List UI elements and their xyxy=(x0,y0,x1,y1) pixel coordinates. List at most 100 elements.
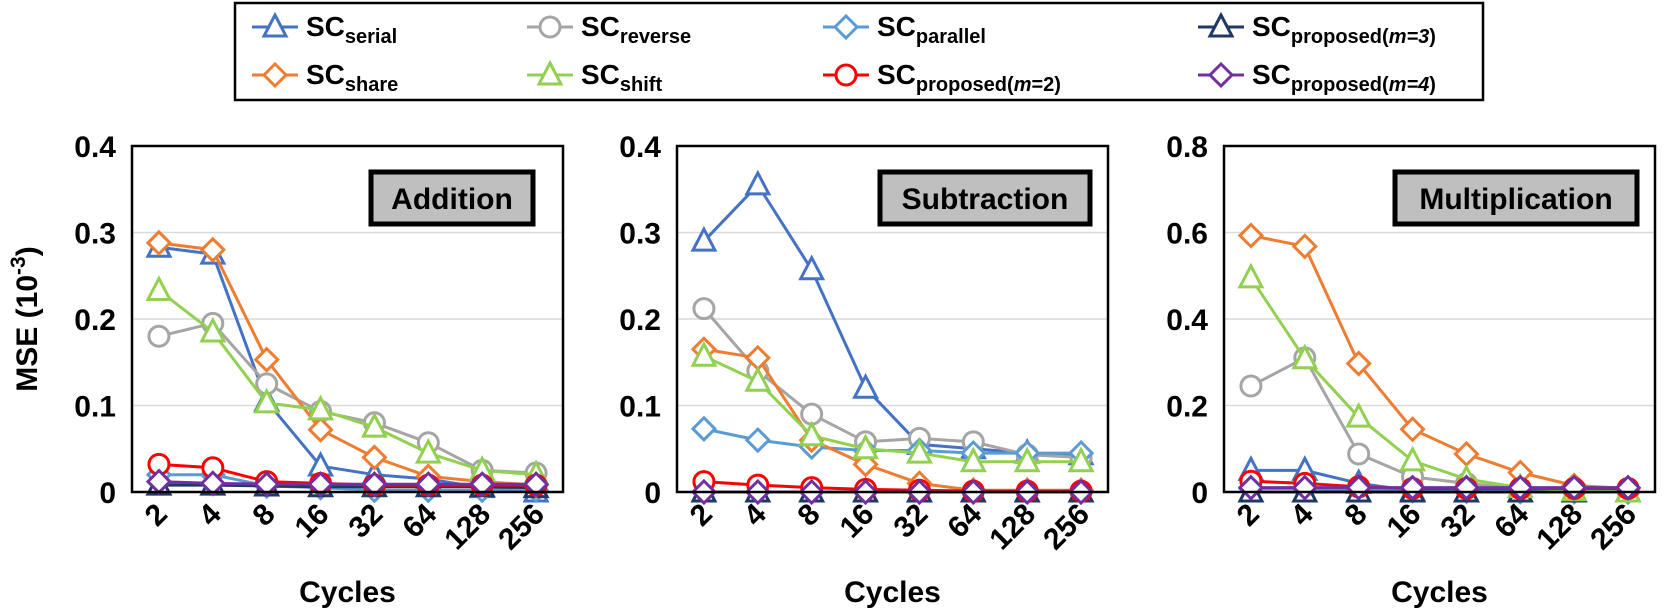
data-point xyxy=(360,411,388,438)
legend-label-base: SC xyxy=(581,11,620,42)
legend-label: SCshare xyxy=(306,59,398,96)
legend: SCserial SCreverse SCparallel SCproposed(m=… xyxy=(233,1,1485,102)
series xyxy=(145,229,550,499)
data-point xyxy=(199,316,227,343)
panel-title: Addition xyxy=(368,169,536,227)
legend-label-subscript: m xyxy=(1014,74,1032,96)
x-tick-label: 256 xyxy=(492,498,551,557)
x-tick-label: 2 xyxy=(684,498,719,533)
legend-label-subscript: m=3 xyxy=(1389,26,1430,48)
data-point xyxy=(905,437,933,464)
data-point xyxy=(959,446,987,473)
x-tick-label: 128 xyxy=(983,498,1042,557)
y-tick-label: 0.1 xyxy=(74,391,116,424)
x-axis-label: Cycles xyxy=(299,576,396,609)
legend-marker-icon xyxy=(834,63,858,87)
data-point xyxy=(690,340,718,367)
plot-frame xyxy=(1222,144,1657,494)
data-point xyxy=(253,471,280,498)
data-point xyxy=(690,225,718,252)
data-point xyxy=(145,275,173,301)
x-tick-label: 2 xyxy=(1231,498,1266,533)
x-tick-label: 256 xyxy=(1037,498,1096,557)
data-point xyxy=(1067,446,1095,473)
panel-title: Multiplication xyxy=(1392,169,1640,227)
data-point xyxy=(744,426,771,454)
x-tick-label: 4 xyxy=(738,497,773,532)
legend-label-subscript: reverse xyxy=(620,26,691,48)
legend-item: SCserial xyxy=(252,11,397,48)
legend-label-subscript: m=4 xyxy=(1389,74,1430,96)
data-point xyxy=(415,471,442,498)
legend-label: SCreverse xyxy=(581,11,691,48)
y-axis-label-exponent: -3 xyxy=(7,256,30,275)
data-point xyxy=(744,169,772,196)
legend-label-base: SC xyxy=(877,11,916,42)
legend-label-base: SC xyxy=(306,59,345,90)
y-tick-label: 0.2 xyxy=(74,304,116,337)
legend-label: SCproposed(m=4) xyxy=(1252,59,1436,96)
y-tick-label: 0.3 xyxy=(74,218,116,251)
x-tick-label: 2 xyxy=(139,498,174,533)
legend-label-base: SC xyxy=(877,59,916,90)
legend-label: SCparallel xyxy=(877,11,986,48)
legend-marker-icon xyxy=(1207,11,1235,38)
data-point xyxy=(414,437,442,464)
x-tick-label: 32 xyxy=(887,498,934,545)
data-point xyxy=(692,297,716,321)
legend-label: SCproposed(m=3) xyxy=(1252,11,1436,48)
legend-label-subscript: ) xyxy=(1429,74,1436,96)
data-point xyxy=(1399,445,1427,472)
legend-label-base: SC xyxy=(1252,59,1291,90)
x-tick-label: 4 xyxy=(1285,497,1320,532)
x-tick-label: 256 xyxy=(1584,498,1643,557)
panel-title-box xyxy=(1392,169,1640,227)
y-tick-label: 0 xyxy=(644,477,661,510)
panel-title-text: Subtraction xyxy=(902,183,1069,216)
legend-label: SCserial xyxy=(306,11,397,48)
plot-frame xyxy=(675,144,1110,494)
x-tick-label: 16 xyxy=(289,498,336,545)
legend-label-subscript: ) xyxy=(1429,26,1436,48)
legend-label-base: SC xyxy=(1252,11,1291,42)
legend-label-base: SC xyxy=(581,59,620,90)
x-tick-label: 64 xyxy=(396,497,443,544)
y-tick-label: 0.2 xyxy=(1166,391,1208,424)
series xyxy=(145,275,550,486)
y-tick-label: 0.2 xyxy=(619,304,661,337)
x-tick-label: 64 xyxy=(941,497,988,544)
series-line xyxy=(158,321,537,475)
x-tick-label: 32 xyxy=(342,498,389,545)
data-point xyxy=(199,470,226,497)
legend-marker-icon xyxy=(832,13,860,41)
legend-item: SCshift xyxy=(527,59,662,96)
data-point xyxy=(361,471,388,498)
x-tick-label: 16 xyxy=(834,498,881,545)
data-point xyxy=(1239,374,1263,398)
legend-label-subscript: proposed( xyxy=(1291,74,1389,96)
data-point xyxy=(199,236,226,263)
data-point xyxy=(744,366,772,392)
data-point xyxy=(690,415,718,442)
x-tick-label: 128 xyxy=(438,498,497,557)
data-point xyxy=(1345,401,1373,428)
x-tick-label: 32 xyxy=(1434,498,1481,545)
series-line xyxy=(1249,277,1629,494)
y-axis-label: MSE (10-3) xyxy=(7,246,44,391)
x-tick-label: 4 xyxy=(193,497,228,532)
panel-title-box xyxy=(368,169,536,227)
data-point xyxy=(147,324,171,348)
legend-label-subscript: share xyxy=(345,74,398,96)
data-point xyxy=(798,420,826,447)
x-axis-label: Cycles xyxy=(844,576,941,609)
data-point xyxy=(253,346,280,373)
data-point xyxy=(253,387,281,414)
y-tick-label: 0.6 xyxy=(1166,218,1208,251)
y-tick-label: 0.1 xyxy=(619,391,661,424)
legend-item: SCparallel xyxy=(823,11,986,48)
data-point xyxy=(307,394,335,421)
legend-marker-icon xyxy=(536,59,564,86)
